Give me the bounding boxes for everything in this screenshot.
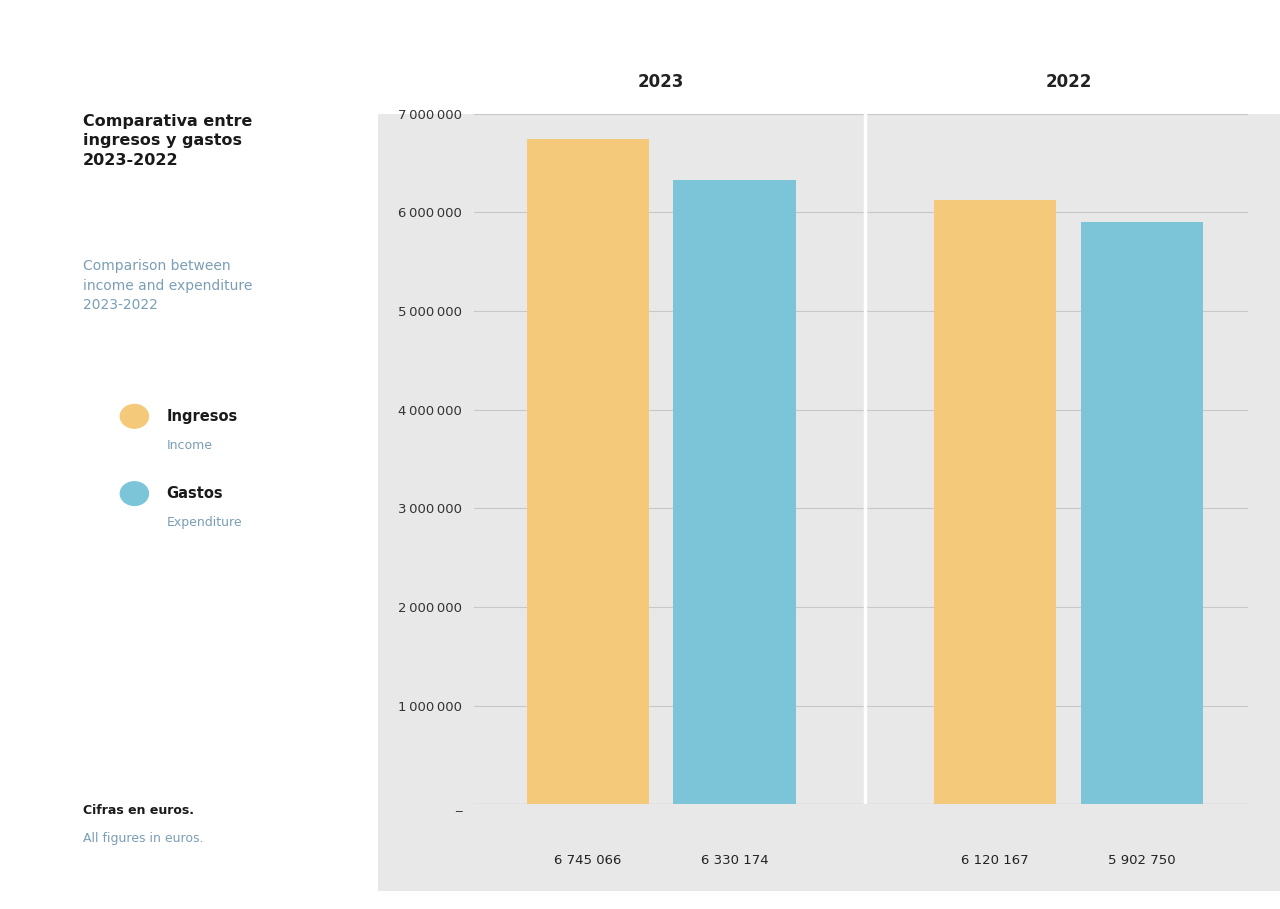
Text: Ingresos: Ingresos [166, 409, 238, 425]
Text: 5 902 750: 5 902 750 [1108, 854, 1176, 867]
Text: 6 745 066: 6 745 066 [554, 854, 621, 867]
Text: 2022: 2022 [1046, 73, 1092, 91]
Text: Gastos: Gastos [166, 486, 223, 502]
Text: 2023: 2023 [637, 73, 685, 91]
Text: Income: Income [166, 439, 212, 452]
Text: Comparativa entre
ingresos y gastos
2023-2022: Comparativa entre ingresos y gastos 2023… [83, 114, 252, 168]
Text: All figures in euros.: All figures in euros. [83, 832, 204, 844]
Text: Comparison between
income and expenditure
2023-2022: Comparison between income and expenditur… [83, 259, 252, 312]
Bar [934, 201, 1056, 804]
Text: 6 330 174: 6 330 174 [700, 854, 768, 867]
Bar [673, 180, 796, 804]
Text: 6 120 167: 6 120 167 [961, 854, 1029, 867]
Bar [526, 139, 649, 804]
Text: Expenditure: Expenditure [166, 516, 242, 529]
Text: Cifras en euros.: Cifras en euros. [83, 804, 195, 817]
Bar [1080, 222, 1203, 804]
